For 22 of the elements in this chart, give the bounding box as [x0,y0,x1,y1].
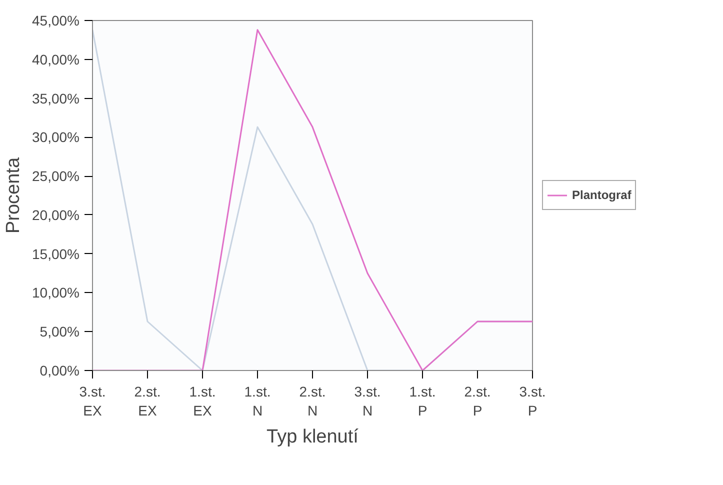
y-tick-label: 20,00% [32,206,80,223]
y-tick-label: 25,00% [32,168,80,184]
x-tick-label: 3.st. N [354,384,381,419]
legend-label: Plantograf [572,188,632,202]
y-axis-title: Procenta [3,157,24,234]
x-tick-label: 3.st. P [519,384,546,419]
y-tick-label: 35,00% [32,90,80,106]
x-axis-title: Typ klenutí [266,426,360,448]
x-tick-label: 2.st. N [299,384,326,419]
x-tick-label: 2.st. P [464,384,491,419]
x-tick-label: 1.st. P [409,384,436,419]
y-tick-label: 45,00% [32,12,80,28]
x-tick-label: 1.st. EX [189,384,216,419]
y-tick-label: 15,00% [32,246,80,262]
x-tick-label: 3.st. EX [79,384,106,419]
y-tick-label: 40,00% [32,51,80,68]
y-tick-label: 5,00% [40,324,80,340]
y-tick-label: 10,00% [32,284,80,301]
x-tick-label: 2.st. EX [134,384,161,419]
y-tick-label: 30,00% [32,129,80,146]
x-tick-label: 1.st. N [244,384,271,419]
y-tick-label: 0,00% [40,362,80,378]
